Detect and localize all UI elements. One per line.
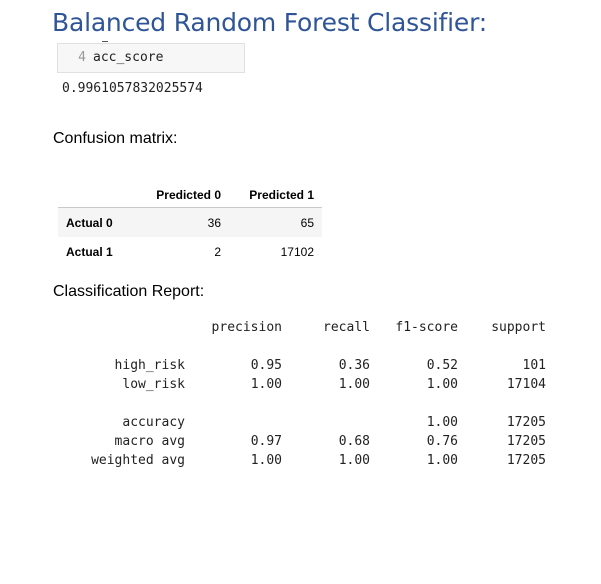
- report-value: 17104: [506, 377, 546, 392]
- report-value: 1.00: [426, 377, 458, 392]
- report-header: support: [491, 320, 546, 335]
- report-value: 1.00: [338, 453, 370, 468]
- table-row: Actual 0 36 65: [58, 207, 322, 237]
- report-value: 0.52: [426, 358, 458, 373]
- report-header: recall: [323, 320, 370, 335]
- report-value: 0.97: [250, 434, 282, 449]
- report-value: 0.68: [338, 434, 370, 449]
- table-cell: 2: [214, 244, 221, 259]
- report-header: f1-score: [395, 320, 458, 335]
- report-value: 17205: [506, 434, 546, 449]
- code-text[interactable]: acc_score: [93, 50, 164, 65]
- classification-report-label: Classification Report:: [53, 283, 205, 300]
- report-row-label: accuracy: [122, 415, 185, 430]
- report-value: 1.00: [250, 377, 282, 392]
- report-value: 0.36: [338, 358, 370, 373]
- corner-cell: [58, 183, 136, 208]
- report-value: 1.00: [426, 415, 458, 430]
- table-cell: 36: [207, 215, 221, 230]
- report-row: accuracy 1.00 17205: [60, 413, 546, 432]
- report-row-label: macro avg: [114, 434, 185, 449]
- table-header-row: Predicted 0 Predicted 1: [58, 183, 322, 208]
- report-row-label: low_risk: [122, 377, 185, 392]
- report-value: 101: [522, 358, 546, 373]
- report-value: 17205: [506, 415, 546, 430]
- report-value: 1.00: [426, 453, 458, 468]
- column-header: Predicted 0: [136, 183, 229, 208]
- table-row: Actual 1 2 17102: [58, 237, 322, 266]
- report-value: 1.00: [338, 377, 370, 392]
- row-header: Actual 1: [66, 244, 113, 259]
- report-value: 0.95: [250, 358, 282, 373]
- classification-report: precision recall f1-score support high_r…: [60, 318, 546, 470]
- page-title: Balanced Random Forest Classifier:: [52, 8, 487, 37]
- report-header: precision: [211, 320, 282, 335]
- column-header: Predicted 1: [229, 183, 322, 208]
- report-spacer: [60, 337, 91, 356]
- report-value: 0.76: [426, 434, 458, 449]
- report-value: 1.00: [250, 453, 282, 468]
- report-row: macro avg 0.97 0.68 0.76 17205: [60, 432, 546, 451]
- confusion-matrix-label: Confusion matrix:: [53, 130, 178, 147]
- confusion-matrix-table: Predicted 0 Predicted 1 Actual 0 36 65 A…: [58, 183, 322, 266]
- report-row-label: weighted avg: [91, 453, 185, 468]
- text-cursor: [102, 41, 108, 42]
- code-cell[interactable]: 4 acc_score: [57, 43, 245, 73]
- row-header: Actual 0: [66, 215, 113, 230]
- accuracy-output: 0.9961057832025574: [62, 81, 203, 96]
- report-row-label: high_risk: [114, 358, 185, 373]
- report-row: weighted avg 1.00 1.00 1.00 17205: [60, 451, 546, 470]
- line-number: 4: [78, 50, 86, 65]
- report-row: high_risk 0.95 0.36 0.52 101: [60, 356, 546, 375]
- report-row: low_risk 1.00 1.00 1.00 17104: [60, 375, 546, 394]
- table-cell: 17102: [280, 244, 314, 259]
- report-value: 17205: [506, 453, 546, 468]
- report-header-row: precision recall f1-score support: [60, 318, 546, 337]
- table-cell: 65: [300, 215, 314, 230]
- report-spacer: [60, 394, 91, 413]
